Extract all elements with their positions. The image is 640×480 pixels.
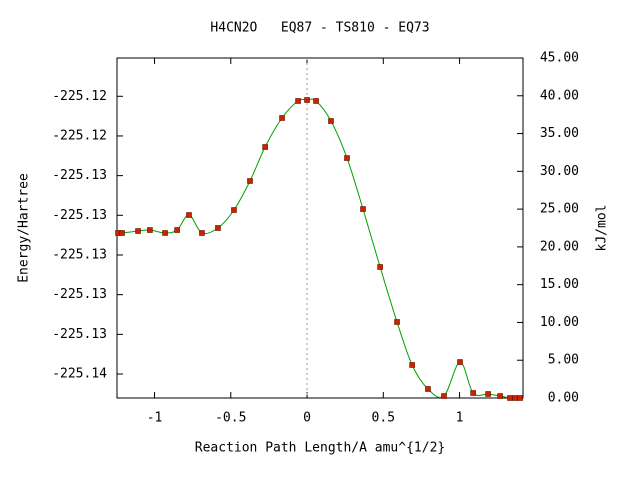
point-marker — [328, 118, 334, 124]
y2-tick-label: 25.00 — [540, 202, 579, 217]
chart-title: H4CN2O EQ87 - TS810 - EQ73 — [210, 21, 429, 36]
x-tick-label: 1 — [456, 411, 464, 426]
x-tick-label: -1 — [147, 411, 163, 426]
point-marker — [497, 393, 503, 399]
point-marker — [279, 115, 285, 121]
y-tick-label: -225.13 — [52, 247, 107, 262]
point-marker — [485, 391, 491, 397]
point-marker — [119, 230, 125, 236]
x-tick-label: 0 — [303, 411, 311, 426]
point-marker — [409, 362, 415, 368]
point-marker — [247, 178, 253, 184]
point-marker — [441, 393, 447, 399]
y2-tick-label: 5.00 — [548, 353, 579, 368]
point-marker — [174, 227, 180, 233]
point-marker — [215, 225, 221, 231]
point-marker — [394, 319, 400, 325]
plot-frame — [116, 57, 524, 399]
point-marker — [147, 227, 153, 233]
point-marker — [313, 98, 319, 104]
y-tick-label: -225.13 — [52, 208, 107, 223]
point-marker — [199, 230, 205, 236]
point-marker — [360, 206, 366, 212]
point-marker — [377, 264, 383, 270]
point-marker — [162, 230, 168, 236]
point-marker — [304, 97, 310, 103]
y2-axis-label: kJ/mol — [595, 205, 610, 252]
x-tick-label: -0.5 — [215, 411, 246, 426]
y2-tick-label: 35.00 — [540, 126, 579, 141]
point-marker — [517, 395, 523, 401]
point-marker — [470, 390, 476, 396]
y-tick-label: -225.12 — [52, 128, 107, 143]
y-tick-label: -225.12 — [52, 89, 107, 104]
point-marker — [135, 228, 141, 234]
y2-tick-label: 30.00 — [540, 164, 579, 179]
point-marker — [262, 144, 268, 150]
y-axis-label: Energy/Hartree — [17, 173, 32, 283]
point-marker — [507, 395, 513, 401]
y-tick-label: -225.14 — [52, 366, 107, 381]
point-marker — [344, 155, 350, 161]
point-marker — [457, 359, 463, 365]
y2-tick-label: 10.00 — [540, 315, 579, 330]
x-tick-label: 0.5 — [372, 411, 395, 426]
y-tick-label: -225.13 — [52, 287, 107, 302]
point-marker — [231, 207, 237, 213]
y2-tick-label: 0.00 — [548, 391, 579, 406]
point-marker — [295, 98, 301, 104]
point-marker — [186, 212, 192, 218]
y-tick-label: -225.13 — [52, 168, 107, 183]
y2-tick-label: 40.00 — [540, 88, 579, 103]
point-marker — [425, 386, 431, 392]
y2-tick-label: 20.00 — [540, 239, 579, 254]
point-marker — [512, 395, 518, 401]
y-tick-label: -225.13 — [52, 327, 107, 342]
y2-tick-label: 15.00 — [540, 277, 579, 292]
x-axis-label: Reaction Path Length/A amu^{1/2} — [195, 441, 445, 456]
y2-tick-label: 45.00 — [540, 51, 579, 66]
